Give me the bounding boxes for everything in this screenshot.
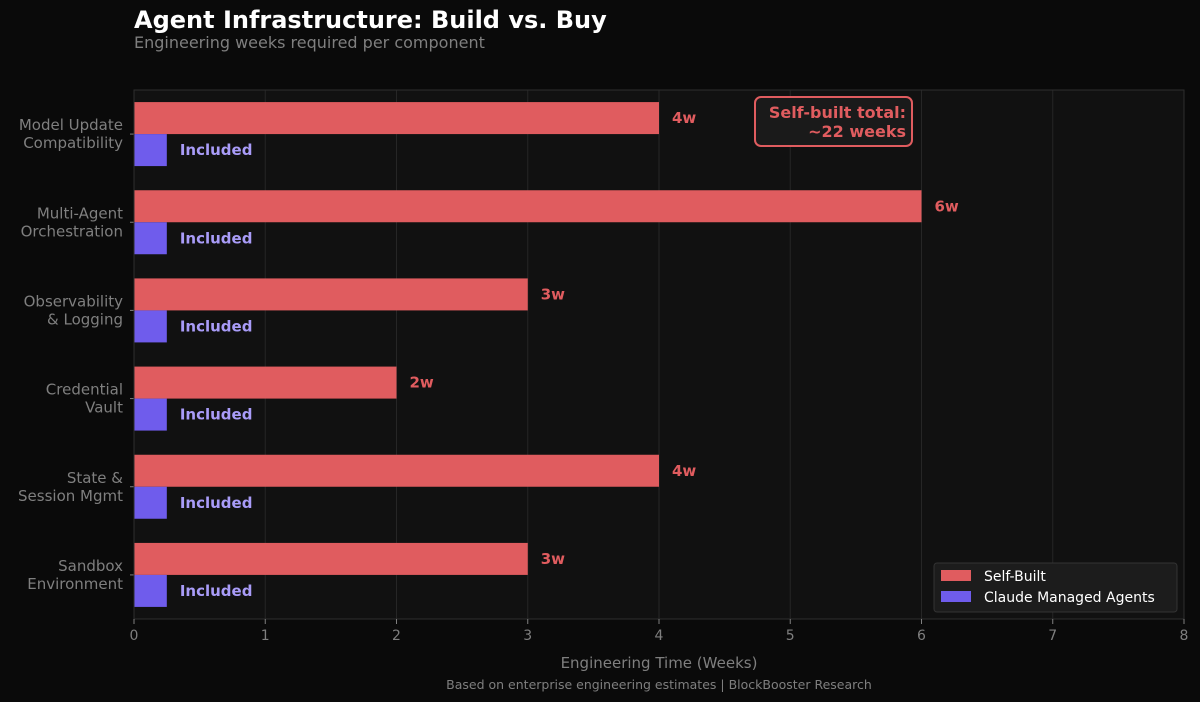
- bar-managed: [134, 134, 167, 167]
- bar-label-self-built: 3w: [541, 550, 565, 568]
- y-tick-label: Observability: [24, 292, 124, 310]
- bar-label-self-built: 4w: [672, 462, 696, 480]
- x-tick-label: 7: [1048, 628, 1057, 644]
- y-tick-label: & Logging: [47, 310, 123, 328]
- y-tick-label: Credential: [46, 381, 123, 399]
- legend-swatch-managed: [941, 591, 971, 602]
- bar-self-built: [134, 278, 528, 311]
- x-tick-label: 0: [130, 628, 139, 644]
- bar-label-managed: Included: [180, 406, 253, 424]
- bar-label-managed: Included: [180, 229, 253, 247]
- x-tick-label: 2: [392, 628, 401, 644]
- bar-managed: [134, 398, 167, 431]
- bar-self-built: [134, 102, 659, 135]
- y-tick-label: Orchestration: [21, 222, 123, 240]
- source-note: Based on enterprise engineering estimate…: [446, 677, 872, 692]
- bar-label-managed: Included: [180, 494, 253, 512]
- bar-label-self-built: 6w: [935, 197, 959, 215]
- bar-managed: [134, 574, 167, 607]
- y-tick-label: Sandbox: [58, 557, 123, 575]
- legend-label-managed: Claude Managed Agents: [984, 590, 1155, 606]
- x-tick-label: 8: [1180, 628, 1189, 644]
- bar-self-built: [134, 190, 922, 223]
- bar-label-managed: Included: [180, 141, 253, 159]
- bar-label-self-built: 3w: [541, 285, 565, 303]
- total-annotation: Self-built total:~22 weeks: [754, 96, 913, 147]
- bar-self-built: [134, 366, 397, 399]
- y-tick-label: Compatibility: [23, 134, 123, 152]
- legend-swatch-self-built: [941, 570, 971, 581]
- x-axis-label: Engineering Time (Weeks): [561, 654, 758, 672]
- bar-label-self-built: 2w: [410, 374, 434, 392]
- annotation-line-1: Self-built total:: [769, 103, 906, 122]
- bar-label-managed: Included: [180, 317, 253, 335]
- annotation-line-2: ~22 weeks: [808, 122, 906, 141]
- y-tick-label: Environment: [27, 575, 123, 593]
- chart-title: Agent Infrastructure: Build vs. Buy: [134, 6, 607, 34]
- annotation-box: [754, 96, 913, 147]
- bar-managed: [134, 310, 167, 343]
- bar-self-built: [134, 542, 528, 575]
- y-tick-label: Multi-Agent: [37, 204, 123, 222]
- bar-managed: [134, 486, 167, 519]
- y-tick-label: Model Update: [19, 116, 123, 134]
- legend-box: [933, 562, 1178, 613]
- bar-managed: [134, 222, 167, 255]
- y-tick-label: Session Mgmt: [18, 487, 123, 505]
- bar-label-self-built: 4w: [672, 109, 696, 127]
- legend: Self-Built Claude Managed Agents: [933, 562, 1178, 613]
- x-tick-label: 4: [655, 628, 664, 644]
- x-tick-label: 6: [917, 628, 926, 644]
- bar-label-managed: Included: [180, 582, 253, 600]
- y-tick-label: Vault: [85, 399, 123, 417]
- legend-label-self-built: Self-Built: [984, 569, 1046, 585]
- x-tick-label: 3: [523, 628, 532, 644]
- chart-subtitle: Engineering weeks required per component: [134, 33, 485, 52]
- x-tick-label: 5: [786, 628, 795, 644]
- bar-self-built: [134, 454, 659, 487]
- y-tick-label: State &: [67, 469, 123, 487]
- x-tick-label: 1: [261, 628, 270, 644]
